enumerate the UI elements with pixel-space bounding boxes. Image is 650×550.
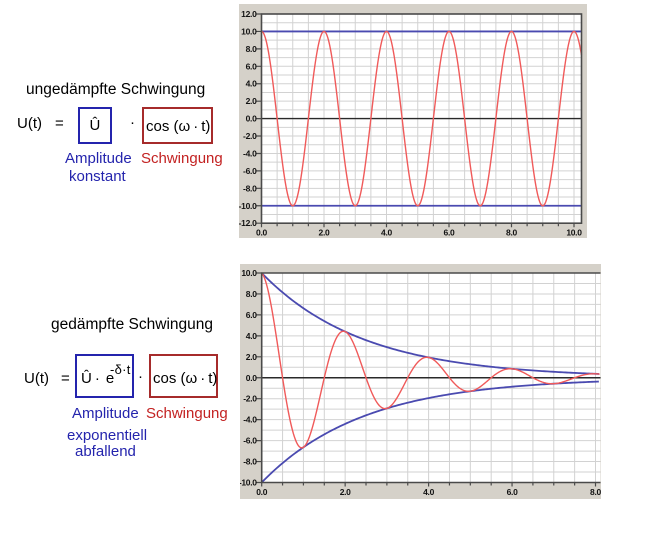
svg-text:6.0: 6.0 [246,310,257,320]
svg-text:-8.0: -8.0 [243,457,257,467]
svg-text:4.0: 4.0 [423,487,434,497]
svg-text:-10.0: -10.0 [240,478,257,488]
svg-text:-2.0: -2.0 [243,394,257,404]
svg-text:-12.0: -12.0 [239,218,257,228]
svg-text:-10.0: -10.0 [239,201,257,211]
svg-text:6.0: 6.0 [444,228,455,238]
svg-text:-4.0: -4.0 [243,148,257,158]
svg-text:8.0: 8.0 [246,44,257,54]
svg-text:4.0: 4.0 [381,228,392,238]
svg-text:8.0: 8.0 [506,228,517,238]
svg-text:2.0: 2.0 [319,228,330,238]
svg-text:4.0: 4.0 [246,79,257,89]
svg-text:10.0: 10.0 [241,26,257,36]
svg-text:-8.0: -8.0 [243,183,257,193]
svg-text:10.0: 10.0 [241,268,257,278]
svg-text:8.0: 8.0 [246,289,257,299]
svg-text:6.0: 6.0 [507,487,518,497]
svg-text:2.0: 2.0 [246,96,257,106]
svg-text:0.0: 0.0 [256,228,267,238]
svg-text:-2.0: -2.0 [243,131,257,141]
svg-text:10.0: 10.0 [566,228,582,238]
svg-text:-4.0: -4.0 [243,415,257,425]
svg-text:8.0: 8.0 [590,487,601,497]
svg-text:0.0: 0.0 [256,487,267,497]
svg-text:-6.0: -6.0 [243,436,257,446]
svg-text:0.0: 0.0 [246,114,257,124]
svg-text:2.0: 2.0 [340,487,351,497]
svg-text:-6.0: -6.0 [243,166,257,176]
svg-text:4.0: 4.0 [246,331,257,341]
svg-text:6.0: 6.0 [246,61,257,71]
svg-text:2.0: 2.0 [246,352,257,362]
svg-text:0.0: 0.0 [246,373,257,383]
svg-text:12.0: 12.0 [241,9,257,19]
